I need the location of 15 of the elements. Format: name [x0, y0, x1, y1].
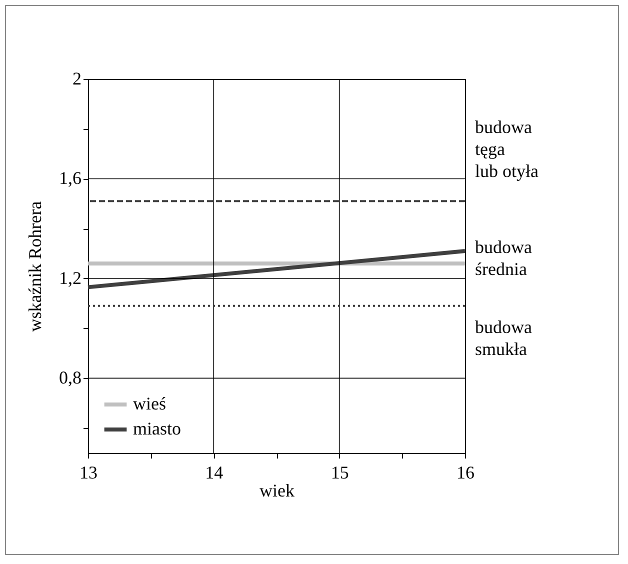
x-tick-label: 13 — [80, 462, 98, 482]
y-tick-label: 1,6 — [59, 168, 82, 188]
y-axis-title: wskaźnik Rohrera — [25, 201, 45, 332]
x-tick-label: 16 — [456, 462, 474, 482]
x-axis-title: wiek — [260, 480, 294, 500]
y-tick-label: 2 — [72, 68, 82, 88]
text: budowa średnia — [475, 237, 532, 279]
legend-label: wieś — [133, 394, 166, 414]
text: budowa smukła — [475, 317, 532, 359]
text: budowa tęga lub otyła — [475, 117, 539, 181]
x-tick-label: 14 — [205, 462, 224, 482]
x-tick-label: 15 — [330, 462, 349, 482]
y-tick-label: 1,2 — [59, 268, 82, 288]
y-tick-label: 0,8 — [59, 368, 82, 388]
legend-label: miasto — [133, 418, 181, 438]
